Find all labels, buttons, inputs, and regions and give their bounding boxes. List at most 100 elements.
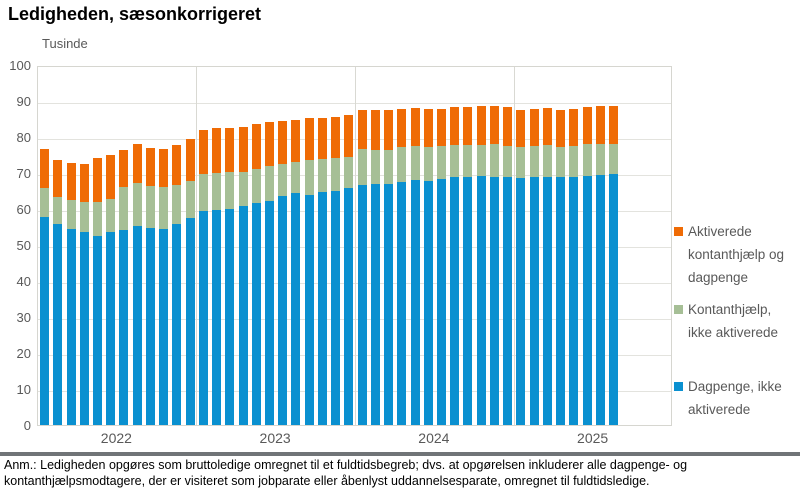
stacked-bar-2025-07 <box>595 106 605 425</box>
bar-segment <box>489 144 499 177</box>
stacked-bar-2024-03 <box>384 110 394 425</box>
bar-segment <box>436 146 446 179</box>
bar-segment <box>397 147 407 183</box>
year-separator-gridline <box>355 67 356 425</box>
bar-segment <box>212 128 222 174</box>
bar-segment <box>357 110 367 149</box>
y-tick-label: 60 <box>16 202 31 217</box>
bar-segment <box>489 176 499 425</box>
bar-segment <box>93 235 103 425</box>
h-gridline <box>38 354 671 356</box>
y-axis-unit-label: Tusinde <box>42 36 88 51</box>
bar-segment <box>436 108 446 147</box>
bar-segment <box>608 173 618 425</box>
stacked-bar-2024-08 <box>450 107 460 425</box>
bar-segment <box>132 183 142 226</box>
bar-segment <box>278 163 288 196</box>
bar-segment <box>608 105 618 144</box>
bar-segment <box>212 210 222 425</box>
stacked-bar-2023-08 <box>291 119 301 425</box>
bar-segment <box>145 186 155 229</box>
legend-label: Kontanthjælp, ikke aktiverede <box>688 302 779 340</box>
bar-segment <box>569 176 579 425</box>
bar-segment <box>225 128 235 173</box>
bar-segment <box>463 107 473 146</box>
h-gridline <box>38 318 671 320</box>
bar-segment <box>93 201 103 236</box>
bar-segment <box>556 147 566 178</box>
legend-item: Aktiverede kontanthjælp og dagpenge <box>674 220 798 289</box>
stacked-bar-2025-05 <box>569 108 579 425</box>
bar-segment <box>79 201 89 233</box>
bar-segment <box>370 184 380 425</box>
bar-segment <box>582 144 592 176</box>
bar-segment <box>291 193 301 425</box>
bar-segment <box>476 106 486 146</box>
bar-segment <box>569 146 579 177</box>
stacked-bar-2023-01 <box>198 129 208 425</box>
x-year-label: 2022 <box>100 430 132 446</box>
stacked-bar-2022-10 <box>159 148 169 425</box>
bar-segment <box>238 171 248 207</box>
bar-segment <box>198 129 208 174</box>
stacked-bar-2023-05 <box>251 124 261 425</box>
bar-segment <box>450 176 460 425</box>
bar-segment <box>410 146 420 180</box>
bar-segment <box>542 107 552 146</box>
bar-segment <box>556 177 566 425</box>
bar-segment <box>476 145 486 176</box>
stacked-bar-2024-01 <box>357 110 367 425</box>
bar-segment <box>397 108 407 148</box>
bar-segment <box>291 161 301 194</box>
bar-segment <box>145 147 155 187</box>
chart-legend: Aktiverede kontanthjælp og dagpenge Konta… <box>674 220 798 421</box>
bar-segment <box>251 203 261 425</box>
stacked-bar-2022-02 <box>53 159 63 425</box>
bar-segment <box>66 162 76 201</box>
bar-segment <box>238 206 248 425</box>
bar-segment <box>172 144 182 185</box>
stacked-bar-2023-12 <box>344 115 354 425</box>
bar-segment <box>476 175 486 425</box>
footnote-line-1: Anm.: Ledigheden opgøres som bruttoledig… <box>4 458 688 472</box>
bar-segment <box>384 110 394 150</box>
stacked-bar-2024-05 <box>410 107 420 425</box>
x-year-label: 2023 <box>259 430 291 446</box>
bar-segment <box>529 108 539 147</box>
bar-segment <box>344 157 354 189</box>
bar-segment <box>423 180 433 425</box>
stacked-bar-2023-10 <box>317 117 327 425</box>
footnote: Anm.: Ledigheden opgøres som bruttoledig… <box>4 458 796 489</box>
bar-segment <box>304 117 314 161</box>
bar-segment <box>106 198 116 233</box>
bar-segment <box>185 218 195 425</box>
y-tick-label: 0 <box>23 418 31 433</box>
bar-segment <box>489 106 499 145</box>
year-separator-gridline <box>513 67 515 425</box>
stacked-bar-2022-05 <box>93 157 103 425</box>
bar-segment <box>370 149 380 185</box>
legend-label: Aktiverede kontanthjælp og dagpenge <box>688 224 785 285</box>
bar-segment <box>291 119 301 162</box>
x-year-label: 2024 <box>418 430 450 446</box>
bar-segment <box>185 180 195 218</box>
bar-segment <box>304 160 314 195</box>
bar-segment <box>53 159 63 198</box>
bar-segment <box>542 145 552 177</box>
bar-segment <box>66 228 76 425</box>
bar-segment <box>265 200 274 425</box>
stacked-bar-2025-08 <box>608 105 618 425</box>
bar-segment <box>119 187 129 231</box>
bar-segment <box>608 143 618 174</box>
h-gridline <box>38 246 671 248</box>
bar-segment <box>542 176 552 425</box>
stacked-bar-2025-02 <box>529 108 539 425</box>
stacked-bar-2023-07 <box>278 120 288 425</box>
bar-segment <box>317 159 327 193</box>
bar-segment <box>595 106 605 145</box>
stacked-bar-2023-03 <box>225 128 235 425</box>
stacked-bar-2025-03 <box>542 107 552 425</box>
y-tick-label: 30 <box>16 310 31 325</box>
stacked-bar-2024-12 <box>503 107 513 425</box>
bar-segment <box>423 147 433 181</box>
